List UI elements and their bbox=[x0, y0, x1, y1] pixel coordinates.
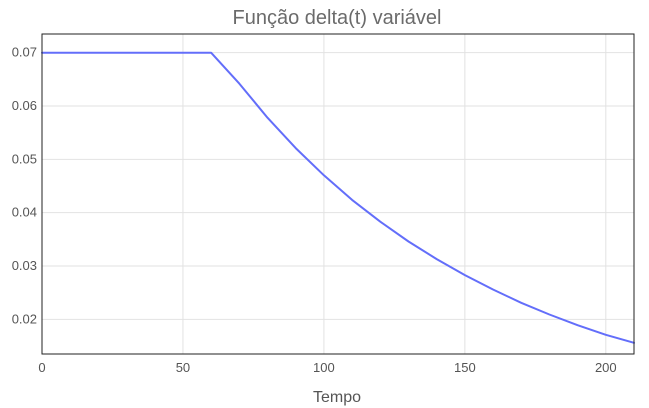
x-tick-label: 150 bbox=[454, 360, 476, 375]
y-tick-label: 0.05 bbox=[12, 151, 37, 166]
y-tick-label: 0.02 bbox=[12, 311, 37, 326]
x-tick-label: 50 bbox=[176, 360, 190, 375]
x-axis-label: Tempo bbox=[313, 389, 361, 406]
grid-layer bbox=[42, 34, 634, 354]
tick-layer: 0 50 100 150 200 0.02 0.03 0.04 0.05 0.06 0.07 bbox=[12, 45, 617, 375]
x-tick-label: 100 bbox=[313, 360, 335, 375]
y-tick-label: 0.07 bbox=[12, 45, 37, 60]
chart-title: Função delta(t) variável bbox=[233, 7, 442, 29]
line-layer bbox=[41, 51, 635, 344]
x-tick-label: 200 bbox=[595, 360, 617, 375]
y-tick-label: 0.04 bbox=[12, 205, 37, 220]
y-tick-label: 0.03 bbox=[12, 258, 37, 273]
plot-frame bbox=[41, 33, 635, 355]
y-tick-label: 0.06 bbox=[12, 98, 37, 113]
x-tick-label: 0 bbox=[38, 360, 45, 375]
series-line bbox=[41, 51, 635, 344]
